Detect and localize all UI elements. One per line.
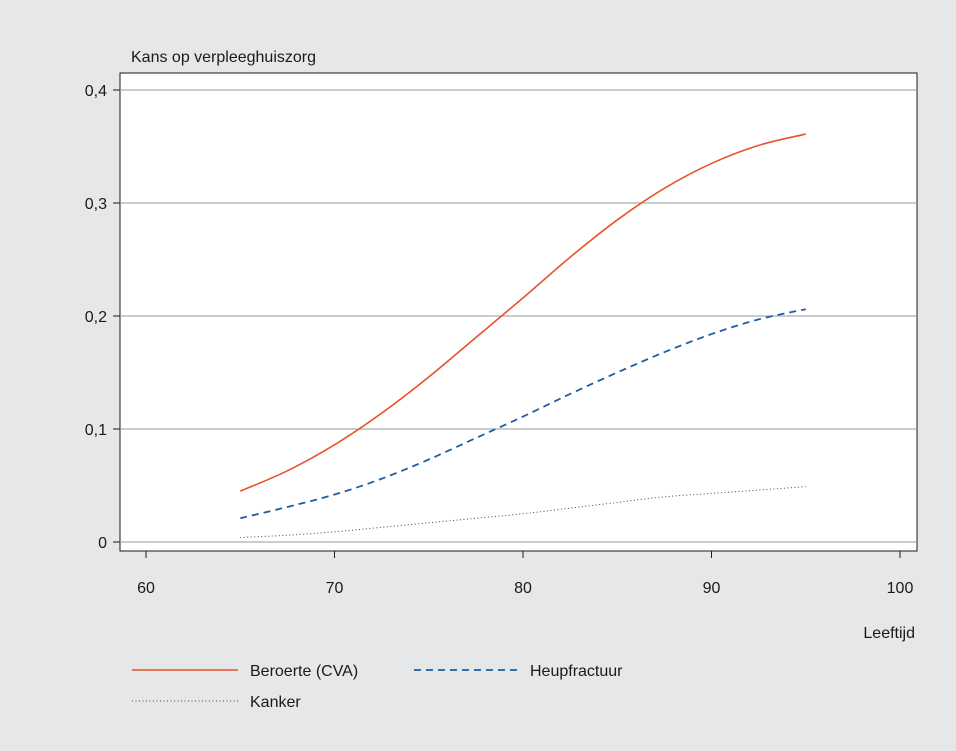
x-tick-label: 60	[137, 580, 155, 597]
legend: Beroerte (CVA) Heupfractuur Kanker	[132, 663, 623, 711]
legend-label-kanker: Kanker	[250, 694, 301, 711]
series-line-heupfractuur	[240, 308, 806, 520]
y-tick-label: 0	[98, 535, 107, 552]
plot-area	[119, 72, 918, 552]
x-tick-label: 80	[514, 580, 532, 597]
y-tick-label: 0,2	[85, 309, 107, 326]
y-tick-label: 0,3	[85, 196, 107, 213]
x-axis-label: Leeftijd	[863, 625, 915, 642]
x-tick-label: 100	[887, 580, 914, 597]
y-axis: 0 0,1 0,2 0,3 0,4	[85, 83, 120, 552]
y-tick-label: 0,4	[85, 83, 107, 100]
series-line-kanker	[240, 486, 806, 538]
y-tick-label: 0,1	[85, 422, 107, 439]
y-axis-label: Kans op verpleeghuiszorg	[131, 49, 316, 66]
series-line-beroerte-cva	[239, 133, 806, 492]
legend-label-beroerte: Beroerte (CVA)	[250, 663, 358, 680]
x-tick-label: 70	[326, 580, 344, 597]
gridlines	[120, 89, 917, 543]
series-lines	[239, 133, 806, 538]
x-axis: 60 70 80 90 100	[137, 551, 913, 597]
legend-label-heupfractuur: Heupfractuur	[530, 663, 623, 680]
x-tick-label: 90	[703, 580, 721, 597]
